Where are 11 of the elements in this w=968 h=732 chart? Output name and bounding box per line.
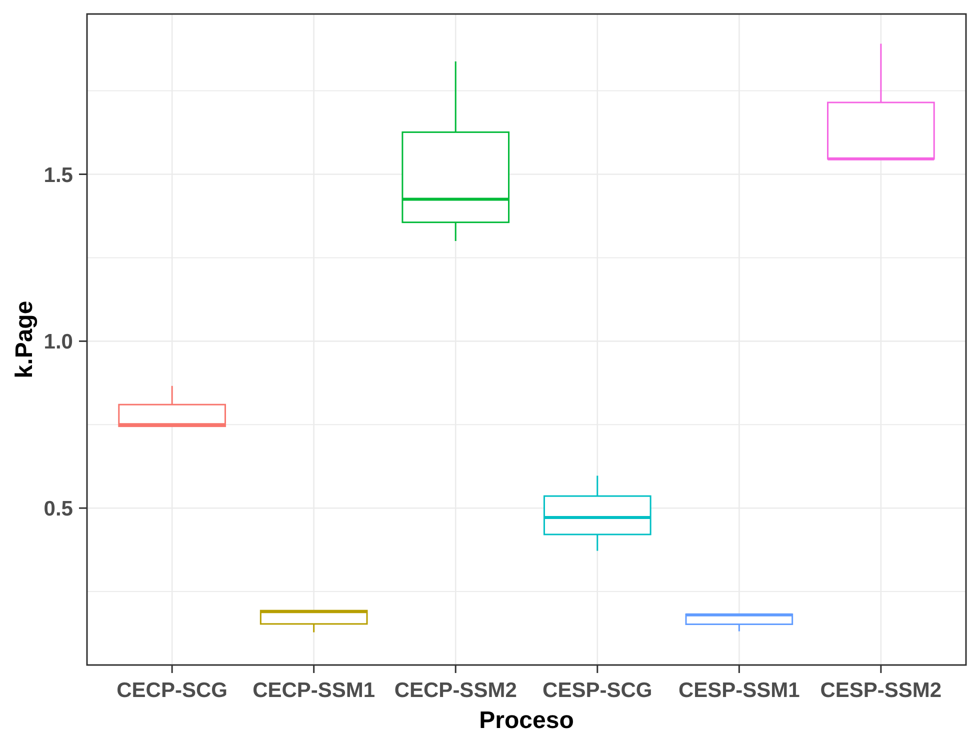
x-tick-label: CESP-SCG — [542, 679, 652, 702]
y-tick-label: 0.5 — [44, 498, 74, 521]
x-tick-label: CECP-SSM2 — [394, 679, 517, 702]
x-tick-label: CESP-SSM1 — [678, 679, 800, 702]
y-axis-title: k.Page — [11, 300, 38, 378]
y-tick-label: 1.5 — [44, 164, 74, 187]
x-tick-label: CECP-SSM1 — [252, 679, 376, 702]
x-tick-label: CECP-SCG — [116, 679, 228, 702]
y-tick-label: 1.0 — [44, 330, 73, 354]
x-tick-label: CESP-SSM2 — [820, 679, 942, 702]
x-axis-title: Proceso — [479, 707, 574, 732]
